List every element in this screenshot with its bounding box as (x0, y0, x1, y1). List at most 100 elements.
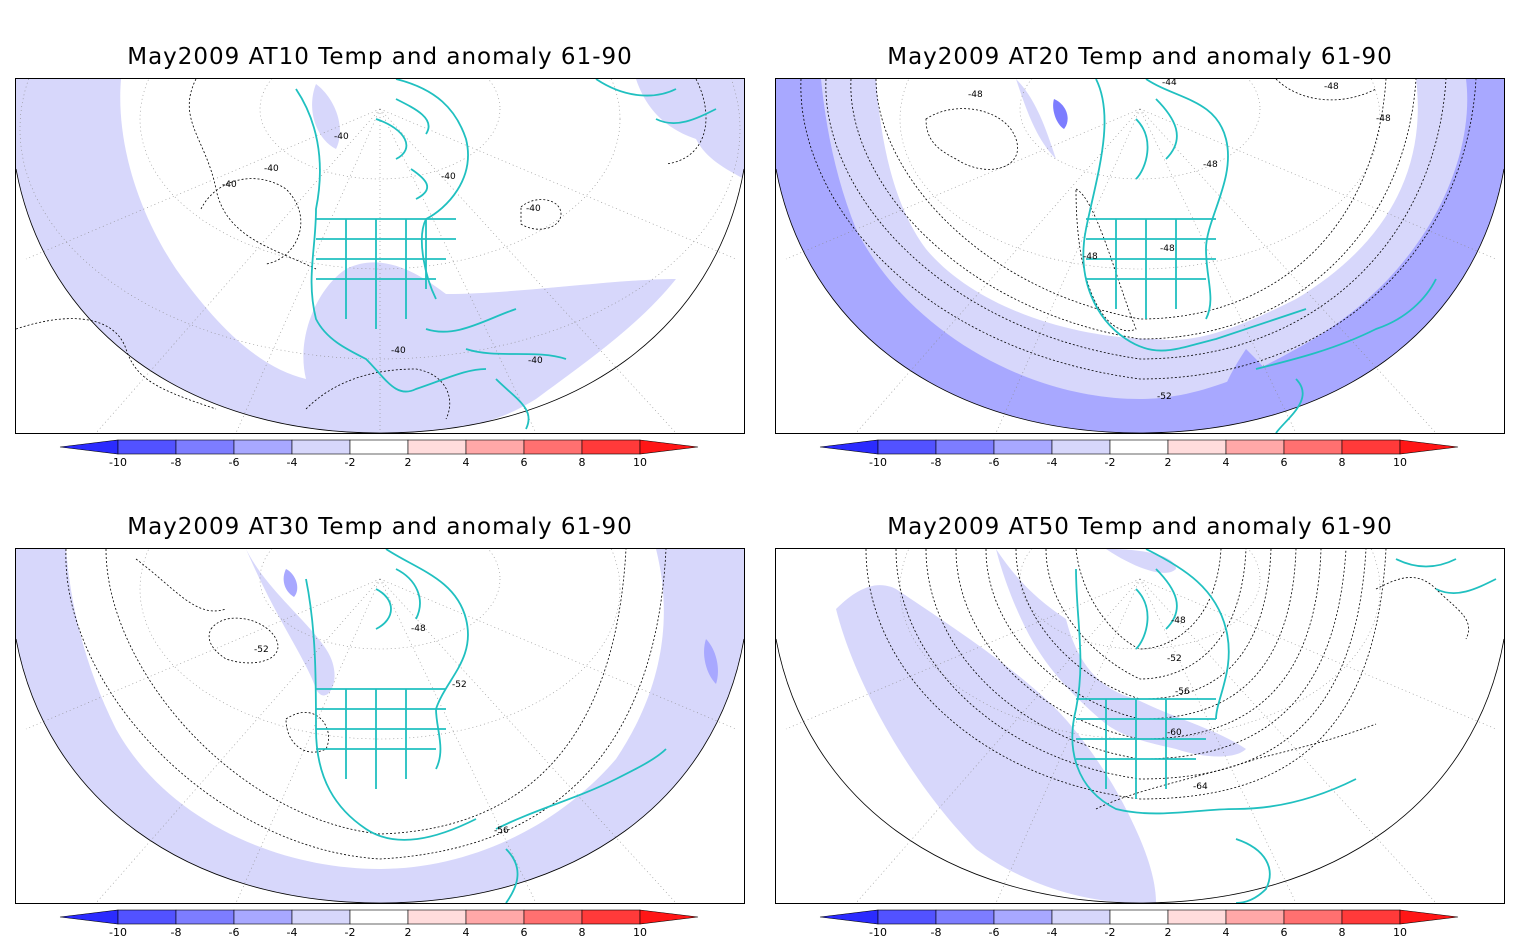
colorbar-tick-label: 8 (579, 456, 586, 469)
anomaly-shading (704, 639, 718, 684)
anomaly-shading (16, 79, 676, 433)
contour-labels: -44 -48 -48 -48 -48 -48 -48 -52 (968, 79, 1391, 402)
colorbar-tick-label: 2 (405, 456, 412, 469)
colorbar-swatch (523, 439, 583, 455)
outside-disc (16, 639, 744, 903)
colorbar-swatch (877, 439, 937, 455)
colorbar-tick-label: 10 (633, 456, 647, 469)
colorbar-graphic: -10 -8 -6 -4 -2 2 4 6 8 10 (59, 439, 699, 469)
colorbar-tick-label: -10 (869, 926, 887, 939)
contour-label: -48 (968, 90, 983, 100)
coastlines (305, 549, 667, 903)
colorbar-tick-label: 4 (463, 926, 470, 939)
colorbar-swatch (349, 909, 409, 925)
colorbar-swatch (1341, 439, 1401, 455)
colorbar-arrow-left (59, 439, 119, 455)
colorbar-tick-label: -4 (1047, 456, 1058, 469)
map-frame: -40 -40 -40 -40 -40 -40 -40 (15, 78, 745, 434)
contour-label: -40 (441, 172, 456, 182)
outside-disc (16, 169, 744, 433)
colorbar: -10 -8 -6 -4 -2 2 4 6 8 10 (0, 908, 760, 940)
contour-label: -52 (452, 680, 467, 690)
outside-disc (776, 639, 1504, 903)
colorbar-swatch (1341, 909, 1401, 925)
lat-lon-grid (785, 79, 1497, 433)
colorbar-swatch (877, 909, 937, 925)
colorbar-swatch (993, 439, 1053, 455)
colorbar-tick-label: -8 (171, 456, 182, 469)
contour-label: -44 (1162, 79, 1177, 88)
anomaly-shading (636, 79, 744, 179)
colorbar-arrow-left (819, 439, 879, 455)
colorbar-tick-label: -10 (869, 456, 887, 469)
contour-label: -48 (1171, 616, 1186, 626)
colorbar-tick-label: -2 (345, 926, 356, 939)
colorbar-swatch (1051, 439, 1111, 455)
disc-edge (16, 168, 744, 433)
colorbar-tick-label: -2 (345, 456, 356, 469)
contour-label: -48 (1203, 160, 1218, 170)
map-at30: -52 -48 -52 -56 (16, 549, 744, 903)
colorbar-tick-label: -10 (109, 456, 127, 469)
colorbar-tick-label: -10 (109, 926, 127, 939)
colorbar-swatch (407, 439, 467, 455)
colorbar-tick-label: -6 (989, 926, 1000, 939)
disc-edge (16, 638, 744, 903)
anomaly-shading (312, 84, 340, 149)
map-frame: -44 -48 -48 -48 -48 -48 -48 -52 (775, 78, 1505, 434)
contour-label: -40 (264, 164, 279, 174)
colorbar-tick-label: 6 (521, 926, 528, 939)
colorbar-swatch (523, 909, 583, 925)
coastlines (1071, 549, 1497, 903)
coastlines (295, 79, 717, 430)
contour-label: -52 (254, 645, 269, 655)
colorbar-swatch (1167, 439, 1227, 455)
disc-edge (776, 168, 1504, 433)
contour-label: -48 (1324, 82, 1339, 92)
outside-disc (776, 169, 1504, 433)
colorbar-tick-label: -6 (229, 456, 240, 469)
contour-label: -48 (1376, 114, 1391, 124)
colorbar-swatch (581, 439, 641, 455)
colorbar-tick-label: 4 (1223, 456, 1230, 469)
map-frame: -48 -52 -56 -60 -64 (775, 548, 1505, 904)
anomaly-shading (246, 549, 335, 696)
colorbar-swatch (407, 909, 467, 925)
anomaly-shading (1106, 549, 1176, 573)
map-at20: -44 -48 -48 -48 -48 -48 -48 -52 (776, 79, 1504, 433)
colorbar-tick-label: -8 (171, 926, 182, 939)
colorbar-tick-label: 2 (405, 926, 412, 939)
colorbar-tick-label: 10 (633, 926, 647, 939)
contour-label: -48 (1083, 252, 1098, 262)
contour-label: -40 (222, 180, 237, 190)
colorbar-swatch (117, 439, 177, 455)
map-at50: -48 -52 -56 -60 -64 (776, 549, 1504, 903)
colorbar-arrow-left (59, 909, 119, 925)
anomaly-shading (836, 585, 1156, 903)
anomaly-shading (1016, 79, 1056, 159)
colorbar-tick-label: 6 (1281, 926, 1288, 939)
colorbar-swatch (117, 909, 177, 925)
colorbar-swatch (175, 909, 235, 925)
colorbar-swatch (1109, 909, 1169, 925)
colorbar-arrow-right (1399, 439, 1459, 455)
contour-label: -56 (494, 826, 509, 836)
colorbar-tick-label: 4 (1223, 926, 1230, 939)
colorbar-arrow-right (639, 909, 699, 925)
colorbar-tick-label: -4 (1047, 926, 1058, 939)
colorbar-tick-label: 8 (1339, 926, 1346, 939)
colorbar-swatch (233, 439, 293, 455)
colorbar-tick-label: 2 (1165, 456, 1172, 469)
map-at10: -40 -40 -40 -40 -40 -40 -40 (16, 79, 744, 433)
contour-labels: -52 -48 -52 -56 (254, 624, 509, 836)
disc-edge (776, 638, 1504, 903)
colorbar-swatch (935, 909, 995, 925)
colorbar-tick-label: -6 (989, 456, 1000, 469)
contour-label: -40 (526, 204, 541, 214)
colorbar-swatch (1283, 439, 1343, 455)
colorbar-swatch (291, 439, 351, 455)
panel-at10: May2009 AT10 Temp and anomaly 61-90 (0, 0, 760, 470)
colorbar-swatch (175, 439, 235, 455)
colorbar-tick-label: 6 (1281, 456, 1288, 469)
panel-title: May2009 AT30 Temp and anomaly 61-90 (127, 514, 633, 540)
